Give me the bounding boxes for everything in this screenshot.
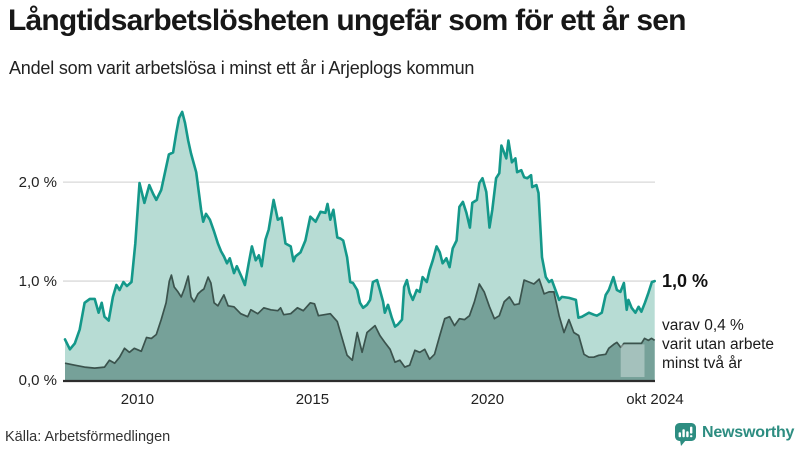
recent-period-highlight [620, 344, 645, 378]
x-axis-tick-label: 2015 [296, 391, 329, 408]
x-axis-tick-label: okt 2024 [626, 391, 684, 408]
series-total-line [63, 110, 656, 351]
x-axis-tick-label: 2010 [121, 391, 154, 408]
annotation-line: varav 0,4 % [662, 317, 744, 334]
series-two-year-area [65, 275, 655, 380]
page-title: Långtidsarbetslösheten ungefär som för e… [8, 4, 686, 37]
newsworthy-logo[interactable]: Newsworthy [674, 421, 800, 447]
source-note: Källa: Arbetsförmedlingen [5, 429, 171, 445]
y-axis-tick-label: 0,0 % [19, 372, 57, 389]
brand-name: Newsworthy [702, 424, 795, 441]
chart-subtitle: Andel som varit arbetslösa i minst ett å… [9, 58, 475, 78]
y-axis-tick-label: 1,0 % [19, 273, 57, 290]
series-two-year-line [64, 274, 656, 369]
annotation-line: varit utan arbete [662, 336, 775, 353]
x-axis-tick-label: 2020 [471, 391, 504, 408]
newsworthy-bubble-chart-icon [675, 423, 696, 446]
series-end-value-label: 1,0 % [662, 271, 709, 291]
annotation-line: minst två år [662, 355, 743, 372]
two-year-annotation: varav 0,4 % varit utan arbete minst två … [662, 316, 774, 373]
y-axis-tick-label: 2,0 % [19, 174, 57, 191]
